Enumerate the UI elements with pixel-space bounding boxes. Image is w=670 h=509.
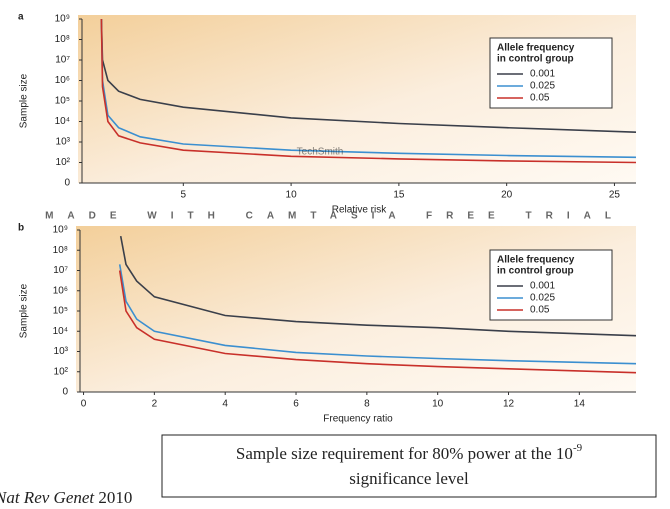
y-tick-label: 0	[64, 178, 70, 189]
y-tick-label: 10³	[54, 346, 69, 357]
legend-title: Allele frequency	[497, 255, 575, 266]
series-line	[100, 18, 637, 133]
y-tick-label: 10⁵	[55, 96, 70, 107]
y-axis-label: Sample size	[19, 73, 30, 128]
y-tick-label: 10⁵	[53, 306, 68, 317]
y-tick-label: 10³	[56, 137, 71, 148]
x-tick-label: 2	[152, 399, 158, 410]
x-axis-label: Frequency ratio	[323, 414, 393, 425]
x-tick-label: 25	[609, 190, 621, 201]
series-line	[100, 18, 637, 159]
x-tick-label: 12	[503, 399, 515, 410]
legend-label: 0.001	[530, 281, 555, 292]
panel-label: a	[18, 12, 24, 23]
chart-panel: 0 10² 10³ 10⁴ 10⁵ 10⁶ 10⁷ 10⁸ 10⁹ 5 10 15 20 25 Relati…	[18, 12, 637, 216]
series-line	[100, 18, 637, 164]
y-tick-label: 0	[62, 387, 68, 398]
y-tick-label: 10⁴	[53, 326, 68, 337]
y-tick-label: 10⁷	[55, 55, 70, 66]
legend-label: 0.025	[530, 81, 555, 92]
watermark-brand: TechSmith	[297, 147, 344, 158]
panel-label: b	[18, 223, 24, 234]
legend-title: in control group	[497, 54, 574, 65]
y-tick-label: 10⁴	[55, 116, 70, 127]
y-tick-label: 10²	[56, 157, 71, 168]
legend-title: in control group	[497, 266, 574, 277]
y-tick-label: 10⁹	[53, 225, 68, 236]
x-tick-label: 5	[181, 190, 187, 201]
x-tick-label: 10	[432, 399, 444, 410]
chart-panel: 0 10² 10³ 10⁴ 10⁵ 10⁶ 10⁷ 10⁸ 10⁹ 0 2 4 6 8 10 12 14 Freq…	[18, 223, 637, 425]
caption-line1: Sample size requirement for 80% power at…	[236, 442, 583, 463]
series-line	[118, 270, 637, 374]
x-tick-label: 15	[393, 190, 405, 201]
legend-box	[489, 37, 613, 109]
x-tick-label: 20	[501, 190, 513, 201]
y-tick-label: 10⁸	[53, 245, 68, 256]
legend-label: 0.001	[530, 69, 555, 80]
watermark-banner: MADE WITH CAMTASIA FREE TRIAL	[45, 211, 625, 222]
legend-title: Allele frequency	[497, 43, 575, 54]
x-tick-label: 6	[293, 399, 299, 410]
legend-label: 0.05	[530, 305, 550, 316]
x-axis-label: Relative risk	[332, 205, 387, 216]
y-tick-label: 10⁶	[55, 75, 70, 86]
citation: Nat Rev Genet 2010	[0, 488, 132, 507]
y-axis-label: Sample size	[19, 283, 30, 338]
x-tick-label: 10	[286, 190, 298, 201]
x-tick-label: 0	[81, 399, 87, 410]
series-line	[119, 235, 637, 337]
caption-box	[161, 434, 657, 498]
y-tick-label: 10⁷	[53, 265, 68, 276]
x-tick-label: 8	[364, 399, 370, 410]
series-line	[118, 264, 637, 365]
legend-label: 0.025	[530, 293, 555, 304]
y-tick-label: 10²	[54, 366, 69, 377]
x-tick-label: 4	[222, 399, 228, 410]
x-tick-label: 14	[574, 399, 586, 410]
y-tick-label: 10⁸	[55, 34, 70, 45]
legend-label: 0.05	[530, 93, 550, 104]
y-tick-label: 10⁶	[53, 285, 68, 296]
y-tick-label: 10⁹	[55, 14, 70, 25]
caption-line2: significance level	[349, 469, 469, 488]
legend-box	[489, 249, 613, 321]
